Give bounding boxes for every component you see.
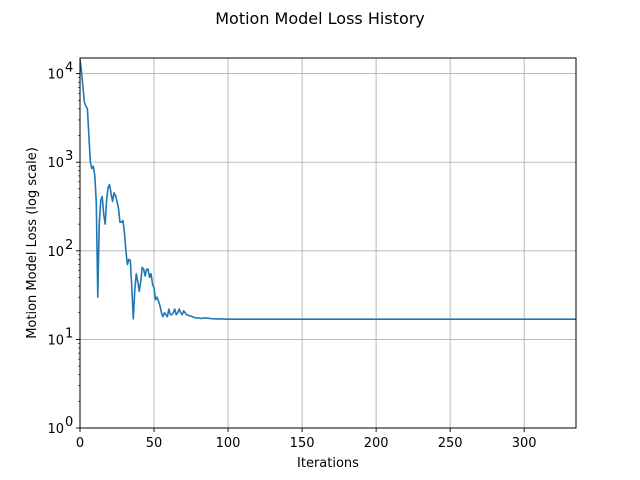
y-tick-exponent: 0 [65,415,73,430]
x-tick-label: 100 [216,436,241,451]
y-tick-exponent: 3 [65,149,73,164]
x-tick-label: 300 [512,436,537,451]
y-tick-exponent: 1 [65,326,73,341]
y-tick-exponent: 2 [65,238,73,253]
y-tick-exponent: 4 [65,61,73,76]
y-tick-label: 10 [47,422,64,437]
x-tick-label: 150 [290,436,315,451]
y-tick-label: 10 [47,333,64,348]
chart-title: Motion Model Loss History [215,9,425,28]
loss-series-line [80,58,576,321]
x-tick-label: 0 [76,436,84,451]
y-tick-label: 10 [47,245,64,260]
y-axis-label: Motion Model Loss (log scale) [25,147,40,339]
plot-area [80,58,576,428]
y-tick-label: 10 [47,156,64,171]
series-layer [80,58,576,321]
x-axis-label: Iterations [297,456,359,471]
x-tick-label: 50 [146,436,163,451]
plot-frame [79,57,577,429]
x-tick-label: 200 [364,436,389,451]
x-tick-label: 250 [438,436,463,451]
y-tick-label: 10 [47,68,64,83]
